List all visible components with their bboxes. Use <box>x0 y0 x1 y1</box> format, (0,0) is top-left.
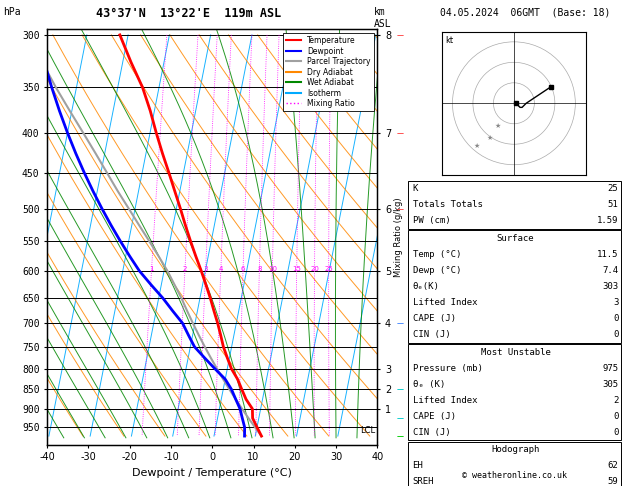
Text: Surface: Surface <box>497 234 534 243</box>
Text: Pressure (mb): Pressure (mb) <box>413 364 482 373</box>
Text: 0: 0 <box>613 314 618 323</box>
Text: 3: 3 <box>203 265 208 272</box>
Text: kt: kt <box>445 36 454 45</box>
Text: 3: 3 <box>613 298 618 307</box>
Text: Dewp (°C): Dewp (°C) <box>413 266 461 275</box>
Text: 51: 51 <box>608 200 618 209</box>
Text: 303: 303 <box>602 282 618 291</box>
Text: Temp (°C): Temp (°C) <box>413 250 461 259</box>
Text: CIN (J): CIN (J) <box>413 330 450 339</box>
Text: Most Unstable: Most Unstable <box>481 347 550 357</box>
Text: Lifted Index: Lifted Index <box>413 298 477 307</box>
Text: SREH: SREH <box>413 477 434 486</box>
Text: —: — <box>396 320 404 326</box>
Text: 975: 975 <box>602 364 618 373</box>
Text: 43°37'N  13°22'E  119m ASL: 43°37'N 13°22'E 119m ASL <box>96 7 281 20</box>
Text: —: — <box>396 130 404 136</box>
Text: K: K <box>413 184 418 193</box>
Text: 0: 0 <box>613 330 618 339</box>
Text: 11.5: 11.5 <box>597 250 618 259</box>
Text: CAPE (J): CAPE (J) <box>413 412 455 421</box>
Text: LCL: LCL <box>360 426 376 435</box>
Text: θₑ (K): θₑ (K) <box>413 380 445 389</box>
Text: 15: 15 <box>292 265 301 272</box>
Text: Hodograph: Hodograph <box>491 445 540 454</box>
Text: 10: 10 <box>268 265 277 272</box>
Text: 62: 62 <box>608 461 618 470</box>
Text: 2: 2 <box>613 396 618 405</box>
Text: 20: 20 <box>310 265 319 272</box>
Text: 04.05.2024  06GMT  (Base: 18): 04.05.2024 06GMT (Base: 18) <box>440 7 610 17</box>
Text: ★: ★ <box>486 135 493 141</box>
Text: EH: EH <box>413 461 423 470</box>
Text: —: — <box>396 32 404 38</box>
Text: CAPE (J): CAPE (J) <box>413 314 455 323</box>
Text: —: — <box>396 386 404 392</box>
Text: Lifted Index: Lifted Index <box>413 396 477 405</box>
Text: —: — <box>396 433 404 439</box>
Text: θₑ(K): θₑ(K) <box>413 282 440 291</box>
Text: ★: ★ <box>494 123 501 129</box>
Text: 0: 0 <box>613 412 618 421</box>
Text: 1: 1 <box>149 265 154 272</box>
X-axis label: Dewpoint / Temperature (°C): Dewpoint / Temperature (°C) <box>132 468 292 478</box>
Text: 59: 59 <box>608 477 618 486</box>
Text: ASL: ASL <box>374 19 392 30</box>
Text: 305: 305 <box>602 380 618 389</box>
Legend: Temperature, Dewpoint, Parcel Trajectory, Dry Adiabat, Wet Adiabat, Isotherm, Mi: Temperature, Dewpoint, Parcel Trajectory… <box>282 33 374 111</box>
Text: —: — <box>396 415 404 421</box>
Text: 25: 25 <box>608 184 618 193</box>
Text: Totals Totals: Totals Totals <box>413 200 482 209</box>
Text: km: km <box>374 7 386 17</box>
Text: 0: 0 <box>613 428 618 437</box>
Text: 6: 6 <box>241 265 245 272</box>
Text: —: — <box>396 206 404 212</box>
Text: © weatheronline.co.uk: © weatheronline.co.uk <box>462 471 567 480</box>
Text: CIN (J): CIN (J) <box>413 428 450 437</box>
Text: 25: 25 <box>325 265 333 272</box>
Y-axis label: Mixing Ratio (g/kg): Mixing Ratio (g/kg) <box>394 197 403 277</box>
Text: 4: 4 <box>219 265 223 272</box>
Text: PW (cm): PW (cm) <box>413 216 450 226</box>
Text: ★: ★ <box>474 143 480 149</box>
Text: 2: 2 <box>183 265 187 272</box>
Text: 8: 8 <box>257 265 262 272</box>
Text: hPa: hPa <box>3 7 21 17</box>
Text: 7.4: 7.4 <box>602 266 618 275</box>
Text: 1.59: 1.59 <box>597 216 618 226</box>
